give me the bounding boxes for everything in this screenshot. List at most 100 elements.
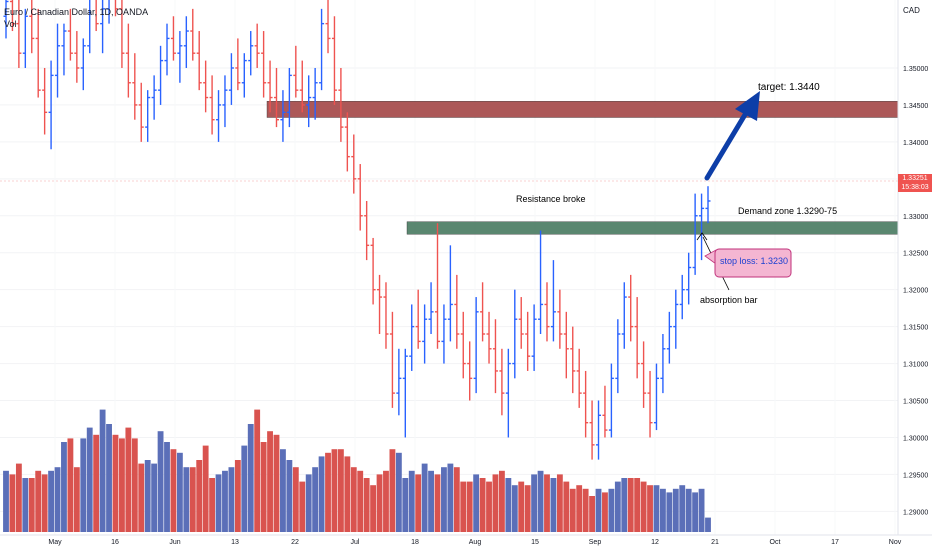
volume-bar	[486, 481, 492, 532]
volume-bar	[93, 434, 100, 532]
volume-bar	[363, 478, 370, 532]
volume-bar	[260, 442, 267, 532]
volume-bar	[202, 445, 209, 532]
volume-bar	[357, 470, 364, 532]
volume-bar	[582, 488, 589, 532]
volume-bar	[22, 478, 29, 532]
volume-bar	[228, 467, 235, 532]
time-tick-label: Nov	[889, 539, 902, 546]
volume-bar	[61, 442, 67, 532]
price-tick-label: 1.31500	[903, 325, 928, 332]
volume-bar	[466, 481, 473, 532]
time-tick-label: 17	[831, 539, 839, 546]
volume-bar	[434, 474, 441, 532]
bar-countdown: 15:38:03	[901, 184, 929, 191]
time-tick-label: Oct	[770, 539, 781, 546]
volume-bar	[73, 467, 80, 532]
target-arrow-shaft	[704, 110, 749, 181]
ohlc-bars	[3, 0, 711, 460]
volume-bar	[544, 474, 550, 532]
volume-bar	[537, 470, 544, 532]
volume-bar	[305, 474, 312, 532]
volume-bar	[447, 463, 454, 532]
price-axis-background	[898, 0, 932, 535]
volume-bar	[634, 478, 641, 532]
volume-bar	[48, 470, 55, 532]
volume-bar	[54, 467, 61, 532]
price-tick-label: 1.31000	[903, 362, 928, 369]
volume-bar	[473, 474, 480, 532]
price-tick-label: 1.34000	[903, 140, 928, 147]
price-tick-label: 1.29000	[903, 509, 928, 516]
demand-zone-label: Demand zone 1.3290-75	[738, 206, 838, 216]
volume-bar	[640, 481, 647, 532]
time-tick-label: Aug	[469, 539, 482, 546]
volume-bar	[86, 427, 93, 532]
volume-bar	[608, 488, 615, 532]
volume-bar	[67, 438, 74, 532]
volume-bar	[524, 485, 531, 532]
volume-bar	[337, 449, 344, 532]
volume-bar	[395, 452, 402, 532]
volume-bar	[685, 488, 692, 532]
time-tick-label: 12	[651, 539, 659, 546]
volume-bar	[627, 478, 634, 532]
price-tick-label: 1.35000	[903, 66, 928, 73]
volume-indicator-label: Vol	[4, 19, 17, 29]
volume-bar	[112, 434, 119, 532]
volume-bar	[621, 478, 628, 532]
volume-bar	[614, 481, 621, 532]
volume-bar	[569, 488, 576, 532]
stop-loss-label: stop loss: 1.3230	[720, 256, 789, 266]
volume-bar	[563, 481, 570, 532]
resistance-label: Resistance broke	[516, 194, 586, 204]
volume-bar	[292, 467, 299, 532]
volume-bar	[653, 485, 660, 532]
absorption-pointer-head	[696, 232, 708, 241]
volume-bar	[99, 409, 106, 532]
volume-bar	[144, 460, 151, 532]
volume-bar	[531, 474, 538, 532]
volume-bar	[325, 452, 331, 532]
volume-bar	[666, 492, 673, 532]
volume-bar	[479, 478, 486, 532]
volume-bar	[183, 467, 190, 532]
volume-bar	[376, 474, 383, 532]
volume-bar	[273, 434, 280, 532]
volume-bar	[408, 470, 415, 532]
time-tick-label: 15	[531, 539, 539, 546]
volume-bar	[518, 481, 525, 532]
volume-bar	[441, 467, 447, 532]
volume-bar	[556, 474, 563, 532]
volume-bar	[234, 460, 241, 532]
volume-bar	[576, 485, 583, 532]
volume-bar	[9, 474, 16, 532]
demand-zone	[406, 221, 899, 235]
volume-bar	[595, 488, 602, 532]
volume-bar	[589, 496, 595, 532]
volume-bar	[196, 460, 203, 532]
target-zone	[266, 101, 899, 118]
volume-bar	[659, 488, 666, 532]
volume-bar	[602, 492, 608, 532]
volume-bar	[241, 445, 248, 532]
target-label: target: 1.3440	[758, 82, 820, 93]
volume-bar	[3, 470, 9, 532]
volume-bar	[705, 517, 711, 532]
time-tick-label: Jul	[351, 539, 360, 546]
volume-bar	[344, 456, 351, 532]
volume-bar	[215, 474, 222, 532]
absorption-bar-label: absorption bar	[700, 295, 758, 305]
price-tick-label: 1.30500	[903, 399, 928, 406]
volume-bar	[679, 485, 686, 532]
volume-bar	[267, 431, 273, 532]
price-tick-label: 1.30000	[903, 435, 928, 442]
volume-bar	[209, 478, 216, 532]
price-tick-label: 1.32500	[903, 251, 928, 258]
volume-bar	[164, 442, 170, 532]
time-tick-label: 13	[231, 539, 239, 546]
volume-bar	[492, 474, 499, 532]
volume-bar	[222, 470, 228, 532]
volume-bar	[41, 474, 48, 532]
